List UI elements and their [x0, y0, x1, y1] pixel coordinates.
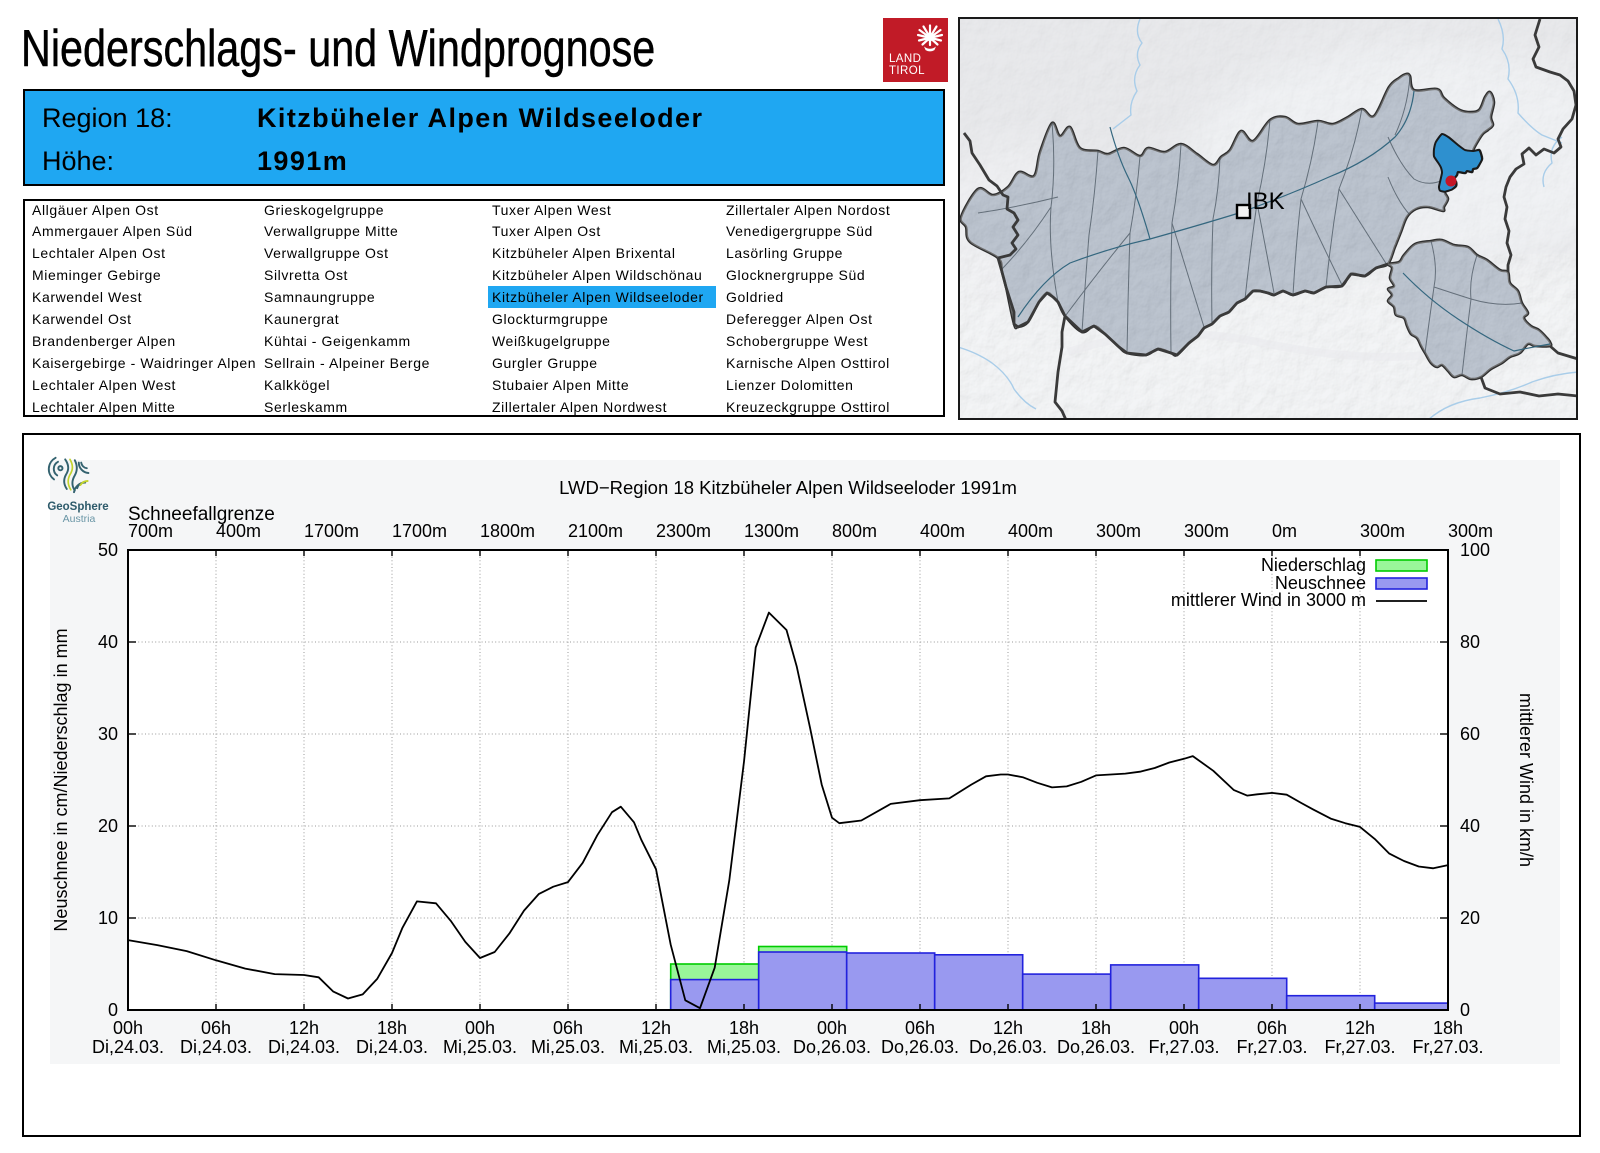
svg-text:2100m: 2100m [568, 521, 623, 541]
svg-text:Di,24.03.: Di,24.03. [92, 1037, 164, 1057]
svg-text:30: 30 [98, 724, 118, 744]
svg-text:12h: 12h [1345, 1018, 1375, 1038]
svg-text:Mi,25.03.: Mi,25.03. [707, 1037, 781, 1057]
svg-text:06h: 06h [905, 1018, 935, 1038]
svg-text:00h: 00h [113, 1018, 143, 1038]
svg-text:300m: 300m [1184, 521, 1229, 541]
svg-text:Mi,25.03.: Mi,25.03. [531, 1037, 605, 1057]
svg-text:Fr,27.03.: Fr,27.03. [1324, 1037, 1395, 1057]
svg-text:Do,26.03.: Do,26.03. [969, 1037, 1047, 1057]
svg-text:1300m: 1300m [744, 521, 799, 541]
svg-text:400m: 400m [1008, 521, 1053, 541]
svg-text:Di,24.03.: Di,24.03. [268, 1037, 340, 1057]
svg-text:20: 20 [1460, 908, 1480, 928]
svg-text:Fr,27.03.: Fr,27.03. [1412, 1037, 1483, 1057]
svg-text:00h: 00h [817, 1018, 847, 1038]
svg-text:Fr,27.03.: Fr,27.03. [1148, 1037, 1219, 1057]
svg-text:300m: 300m [1360, 521, 1405, 541]
svg-text:Do,26.03.: Do,26.03. [793, 1037, 871, 1057]
svg-text:12h: 12h [993, 1018, 1023, 1038]
svg-text:50: 50 [98, 540, 118, 560]
svg-text:LWD−Region 18 Kitzbüheler Alpe: LWD−Region 18 Kitzbüheler Alpen Wildseel… [559, 477, 1017, 498]
svg-text:Mi,25.03.: Mi,25.03. [443, 1037, 517, 1057]
svg-text:06h: 06h [1257, 1018, 1287, 1038]
svg-text:12h: 12h [289, 1018, 319, 1038]
svg-text:Di,24.03.: Di,24.03. [180, 1037, 252, 1057]
svg-text:Fr,27.03.: Fr,27.03. [1236, 1037, 1307, 1057]
svg-text:10: 10 [98, 908, 118, 928]
svg-text:mittlerer Wind in 3000 m: mittlerer Wind in 3000 m [1171, 590, 1366, 610]
svg-text:300m: 300m [1096, 521, 1141, 541]
svg-text:60: 60 [1460, 724, 1480, 744]
svg-text:100: 100 [1460, 540, 1490, 560]
svg-text:12h: 12h [641, 1018, 671, 1038]
svg-text:1700m: 1700m [392, 521, 447, 541]
svg-text:40: 40 [98, 632, 118, 652]
svg-text:18h: 18h [729, 1018, 759, 1038]
svg-text:Do,26.03.: Do,26.03. [1057, 1037, 1135, 1057]
svg-text:IBK: IBK [1246, 188, 1285, 215]
svg-text:300m: 300m [1448, 521, 1493, 541]
svg-text:18h: 18h [1081, 1018, 1111, 1038]
svg-text:80: 80 [1460, 632, 1480, 652]
svg-text:mittlerer Wind in km/h: mittlerer Wind in km/h [1516, 693, 1536, 867]
svg-text:Do,26.03.: Do,26.03. [881, 1037, 959, 1057]
svg-text:Neuschnee: Neuschnee [1275, 573, 1366, 593]
svg-text:1800m: 1800m [480, 521, 535, 541]
svg-text:800m: 800m [832, 521, 877, 541]
svg-text:GeoSphere: GeoSphere [47, 501, 108, 513]
svg-text:2300m: 2300m [656, 521, 711, 541]
svg-text:0m: 0m [1272, 521, 1297, 541]
svg-text:20: 20 [98, 816, 118, 836]
svg-text:Di,24.03.: Di,24.03. [356, 1037, 428, 1057]
svg-text:0: 0 [1460, 1000, 1470, 1020]
svg-text:00h: 00h [465, 1018, 495, 1038]
svg-text:700m: 700m [128, 521, 173, 541]
svg-text:40: 40 [1460, 816, 1480, 836]
svg-text:Neuschnee in cm/Niederschlag i: Neuschnee in cm/Niederschlag in mm [51, 628, 71, 931]
svg-text:400m: 400m [216, 521, 261, 541]
svg-text:00h: 00h [1169, 1018, 1199, 1038]
svg-text:06h: 06h [201, 1018, 231, 1038]
svg-text:Austria: Austria [63, 513, 96, 525]
svg-text:18h: 18h [1433, 1018, 1463, 1038]
svg-text:Schneefallgrenze: Schneefallgrenze [128, 504, 275, 525]
svg-text:Mi,25.03.: Mi,25.03. [619, 1037, 693, 1057]
svg-text:400m: 400m [920, 521, 965, 541]
svg-text:0: 0 [108, 1000, 118, 1020]
svg-text:1700m: 1700m [304, 521, 359, 541]
svg-text:18h: 18h [377, 1018, 407, 1038]
svg-text:Niederschlag: Niederschlag [1261, 555, 1366, 575]
svg-text:06h: 06h [553, 1018, 583, 1038]
